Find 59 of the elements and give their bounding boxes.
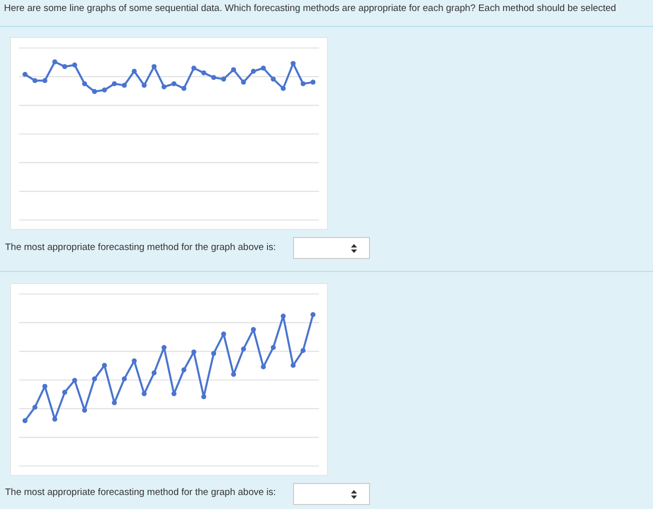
point <box>102 362 107 368</box>
point <box>221 76 226 82</box>
point <box>250 68 256 74</box>
point <box>240 346 246 352</box>
point <box>132 68 137 74</box>
point <box>92 376 98 382</box>
point <box>122 82 127 88</box>
point <box>310 312 316 318</box>
point <box>260 66 266 71</box>
point <box>310 80 316 85</box>
text: The most appropriate forecasting method for the graph above is: <box>5 487 276 498</box>
point <box>32 404 38 410</box>
point <box>240 80 246 85</box>
point <box>300 81 306 86</box>
point <box>32 78 38 84</box>
point <box>82 81 88 86</box>
point <box>290 60 296 66</box>
point <box>82 408 88 413</box>
point <box>270 76 276 82</box>
point <box>280 314 286 319</box>
point <box>171 391 176 396</box>
point <box>260 364 266 370</box>
point <box>52 416 58 422</box>
point <box>211 350 216 356</box>
point <box>231 67 236 72</box>
point <box>52 59 58 64</box>
point <box>122 376 127 382</box>
point <box>280 86 286 91</box>
point <box>62 64 68 70</box>
point <box>42 78 48 84</box>
point <box>290 362 296 368</box>
point <box>191 349 196 354</box>
point <box>72 62 78 68</box>
point <box>22 418 28 424</box>
point <box>162 84 167 90</box>
point <box>72 378 78 383</box>
point <box>171 81 176 86</box>
point <box>102 87 107 92</box>
point <box>211 75 216 80</box>
point <box>191 66 196 71</box>
chart-title: Here are some line graphs of some sequential data. Which forecasting methods are appropriate for each graph? Each method should be selected <box>4 3 618 14</box>
point <box>181 86 186 91</box>
point <box>112 400 117 406</box>
point <box>300 348 306 353</box>
point <box>92 89 98 94</box>
point <box>181 367 186 372</box>
point <box>132 358 137 364</box>
text: The most appropriate forecasting method for the graph above is: <box>5 242 276 253</box>
point <box>22 72 28 77</box>
point <box>42 384 48 389</box>
point <box>152 64 157 70</box>
point <box>152 370 157 376</box>
point <box>142 82 147 88</box>
point <box>162 344 167 350</box>
point <box>201 394 206 400</box>
point <box>201 70 206 76</box>
point <box>112 81 117 86</box>
point <box>62 390 68 395</box>
point <box>270 344 276 350</box>
